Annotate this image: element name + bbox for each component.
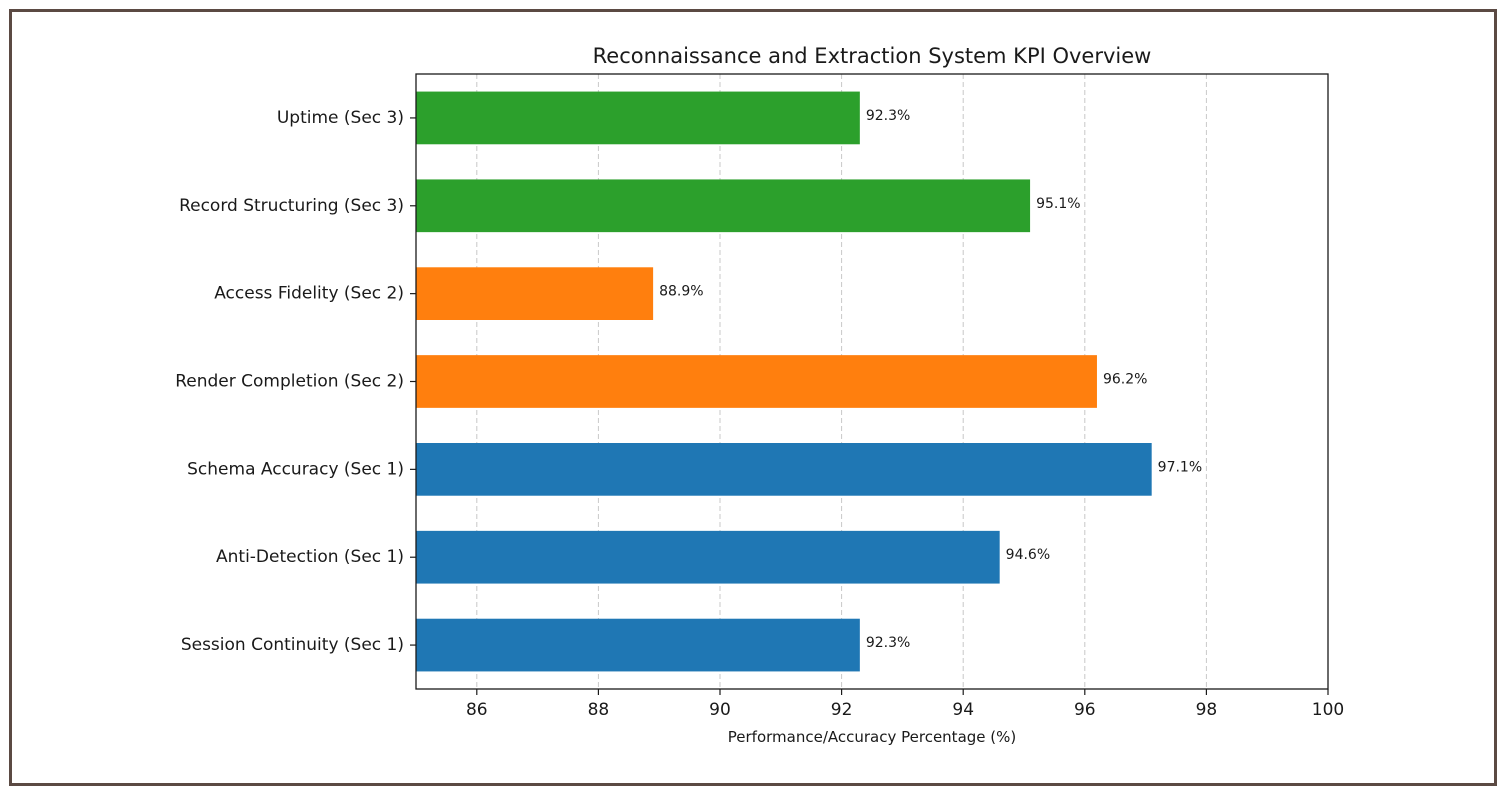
x-tick-label: 92 (831, 700, 853, 720)
y-tick-label: Session Continuity (Sec 1) (181, 635, 404, 655)
bar (416, 91, 860, 145)
data-label: 94.6% (1006, 547, 1050, 563)
x-tick-label: 90 (709, 700, 731, 720)
data-label: 95.1% (1036, 196, 1080, 212)
data-label: 97.1% (1158, 459, 1202, 475)
x-axis: 86 88 90 92 94 96 98 100 (466, 689, 1344, 720)
y-axis: Session Continuity (Sec 1) Anti-Detection… (175, 108, 416, 655)
data-label: 92.3% (866, 108, 910, 124)
y-tick-label: Render Completion (Sec 2) (175, 372, 404, 392)
bar (416, 443, 1152, 496)
x-tick-label: 86 (466, 700, 488, 720)
x-tick-label: 94 (952, 700, 974, 720)
bar (416, 267, 654, 320)
bars (416, 91, 1152, 672)
y-tick-label: Uptime (Sec 3) (277, 108, 404, 128)
x-tick-label: 88 (588, 700, 610, 720)
data-label: 96.2% (1103, 372, 1147, 388)
x-tick-label: 98 (1196, 700, 1218, 720)
x-tick-label: 96 (1074, 700, 1096, 720)
y-tick-label: Schema Accuracy (Sec 1) (187, 459, 404, 479)
y-tick-label: Record Structuring (Sec 3) (179, 196, 404, 216)
y-tick-label: Access Fidelity (Sec 2) (214, 284, 404, 304)
x-tick-label: 100 (1312, 700, 1344, 720)
bar (416, 179, 1031, 233)
y-tick-label: Anti-Detection (Sec 1) (216, 547, 404, 567)
bar (416, 618, 860, 672)
data-label: 88.9% (659, 284, 703, 300)
data-label: 92.3% (866, 635, 910, 651)
bar (416, 530, 1000, 584)
data-labels: 92.3% 94.6% 97.1% 96.2% 88.9% 95.1% 92.3% (659, 108, 1202, 651)
chart-title: Reconnaissance and Extraction System KPI… (593, 44, 1152, 68)
x-axis-label: Performance/Accuracy Percentage (%) (728, 728, 1016, 746)
bar (416, 355, 1097, 408)
